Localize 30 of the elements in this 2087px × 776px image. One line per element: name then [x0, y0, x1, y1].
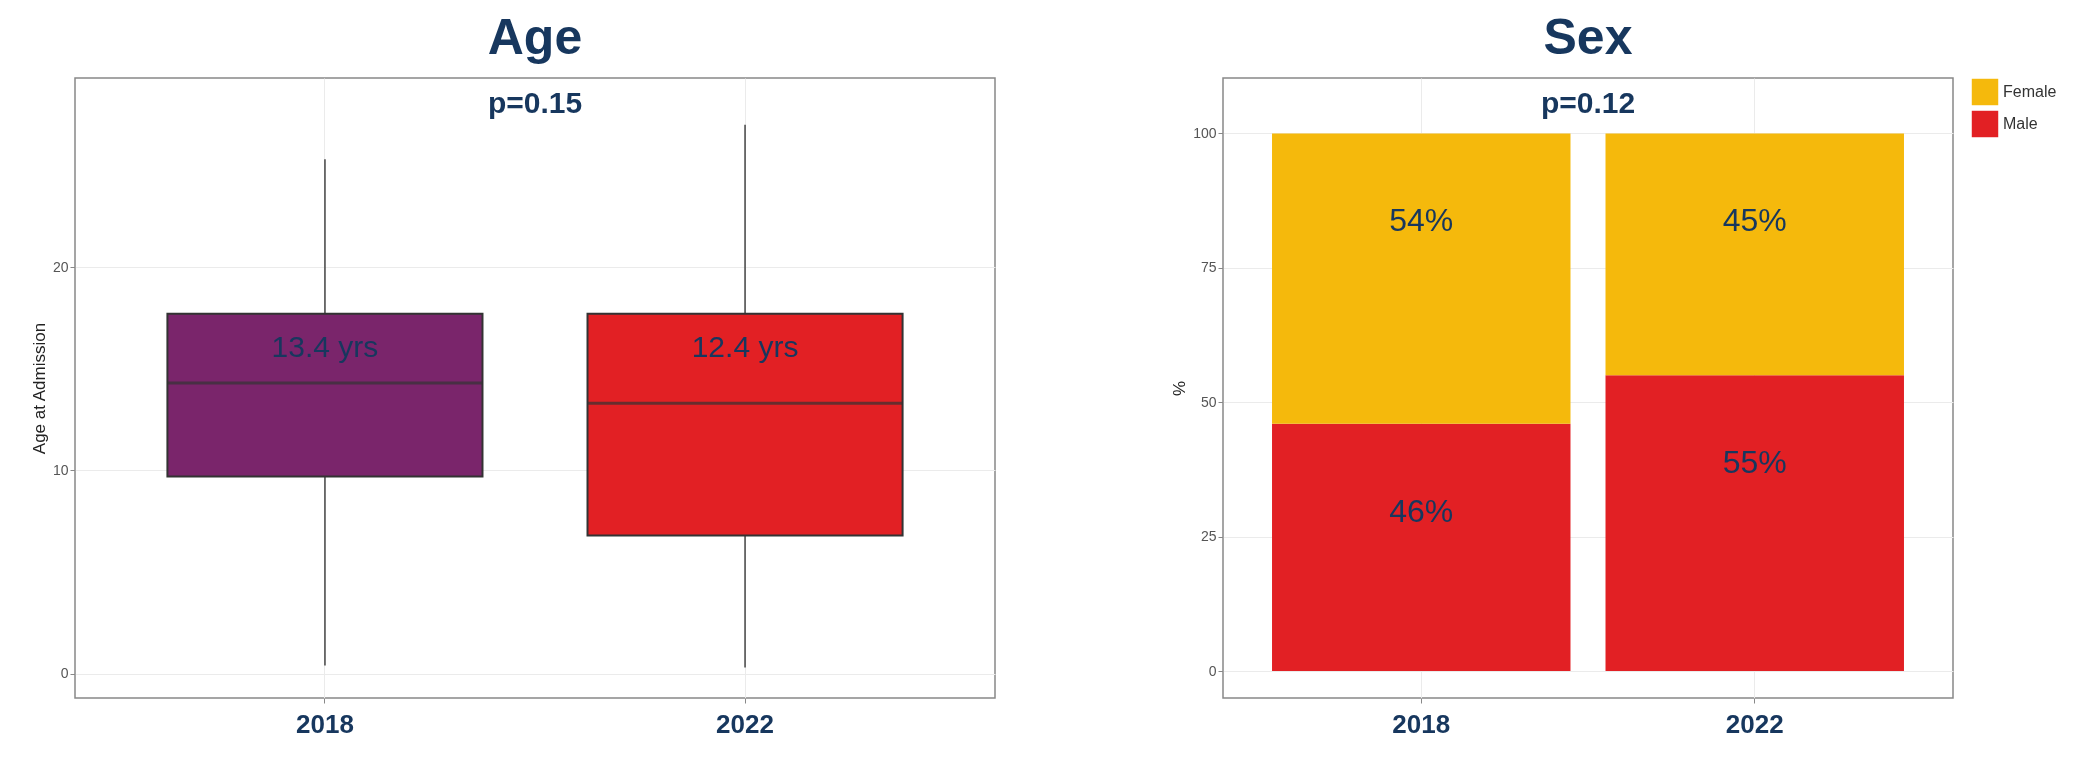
legend-label: Male [2003, 115, 2038, 132]
y-tick-label: 25 [1200, 528, 1217, 545]
data-label: 54% [1389, 202, 1454, 239]
y-tick-label: 100 [1193, 124, 1217, 141]
bar [1605, 375, 1904, 672]
chart-title: Age [487, 9, 583, 65]
bar [1272, 423, 1571, 672]
bar [1272, 133, 1571, 424]
x-tick-label: 2022 [716, 708, 774, 739]
y-tick-label: 50 [1200, 393, 1217, 410]
annotation: p=0.12 [1540, 86, 1636, 119]
y-tick-label: 10 [52, 461, 69, 478]
legend-label: Female [2003, 83, 2057, 100]
y-tick-label: 0 [1208, 662, 1217, 679]
annotation: 13.4 yrs [271, 329, 379, 363]
x-tick-label: 2018 [296, 708, 354, 739]
x-tick-label: 2022 [1725, 708, 1784, 739]
data-label: 55% [1722, 444, 1787, 481]
y-axis-title: % [1170, 380, 1190, 397]
chart-title: Sex [1543, 9, 1633, 65]
bar [1605, 133, 1904, 376]
y-tick-label: 75 [1200, 259, 1217, 276]
annotation: p=0.15 [487, 86, 583, 119]
y-axis-title: Age at Admission [29, 322, 49, 455]
x-tick-label: 2018 [1392, 708, 1451, 739]
y-tick-label: 20 [52, 258, 69, 275]
annotation: 12.4 yrs [691, 329, 799, 363]
y-tick-label: 0 [60, 665, 69, 682]
data-label: 46% [1389, 492, 1454, 529]
data-label: 45% [1722, 202, 1787, 239]
